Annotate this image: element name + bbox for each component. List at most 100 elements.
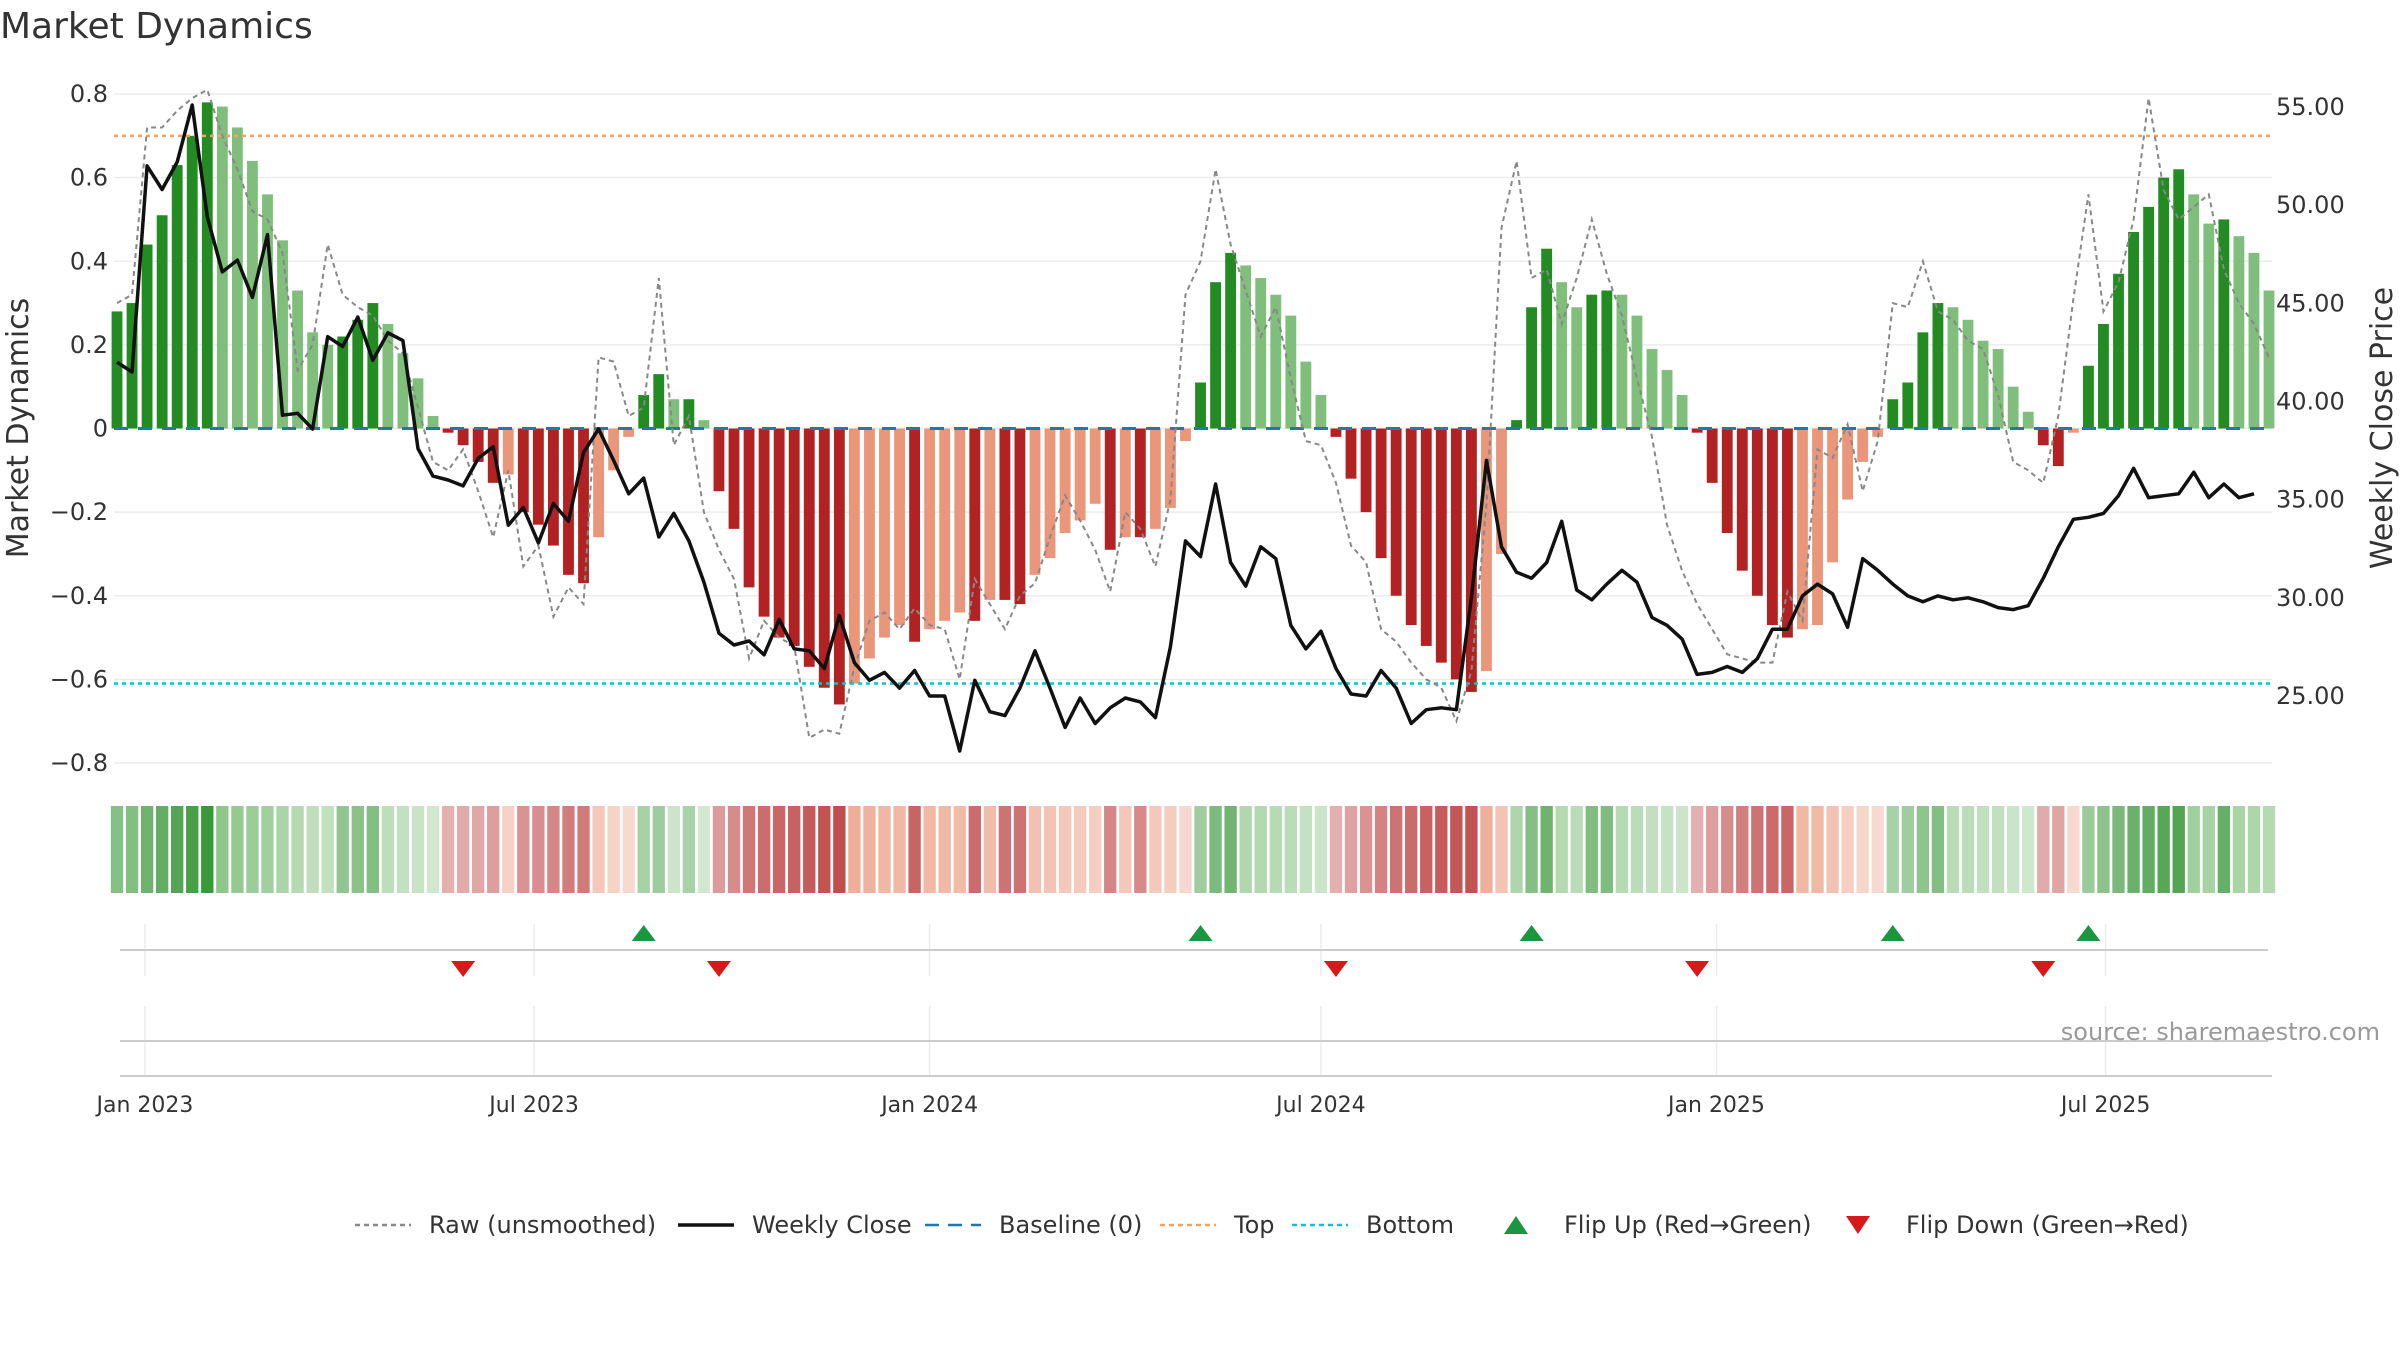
regime-strip-cell <box>1615 806 1629 893</box>
dynamics-bar <box>2203 223 2215 429</box>
dynamics-bar <box>277 240 288 429</box>
regime-strip-cell <box>1495 806 1508 893</box>
regime-strip-cell <box>667 806 680 893</box>
legend-item: Raw (unsmoothed) <box>355 1211 656 1239</box>
flip-up-marker <box>1519 925 1544 941</box>
regime-strip-cell <box>1058 806 1072 893</box>
regime-strip-cell <box>1811 806 1824 893</box>
regime-strip-cell <box>1314 806 1328 893</box>
y2-tick-label: 55.00 <box>2276 93 2345 121</box>
regime-strip-cell <box>1645 806 1659 893</box>
dynamics-bar <box>1270 294 1282 429</box>
regime-strip-cell <box>652 806 665 893</box>
dynamics-bar <box>1797 428 1808 630</box>
flip-up-marker <box>2076 925 2101 941</box>
regime-strip-cell <box>1585 806 1598 893</box>
date-tick-label: Jul 2024 <box>1274 1093 1366 1118</box>
regime-strip-cell <box>2082 806 2095 893</box>
dynamics-bar <box>2113 273 2124 429</box>
dynamics-bar <box>1390 428 1402 596</box>
dynamics-bar <box>743 428 755 588</box>
dynamics-bar <box>1526 307 1538 429</box>
dynamics-bar <box>2128 231 2139 429</box>
regime-strip-cell <box>1946 806 1960 893</box>
dynamics-bar <box>939 428 951 621</box>
regime-strip-cell <box>1435 806 1448 893</box>
regime-strip-cell <box>2037 806 2050 893</box>
regime-strip-cell <box>1239 806 1252 893</box>
regime-strip-cell <box>788 806 801 893</box>
dynamics-bar <box>1541 248 1553 429</box>
dynamics-bar <box>532 428 544 525</box>
y2-tick-label: 40.00 <box>2276 388 2345 416</box>
y2-tick-label: 45.00 <box>2276 289 2345 317</box>
regime-strip-cell <box>697 806 711 893</box>
regime-strip-cell <box>577 806 590 893</box>
series-lines <box>116 88 2270 753</box>
dynamics-bar <box>2082 365 2094 429</box>
dynamics-bar <box>1465 428 1477 692</box>
dynamics-bar <box>1089 428 1101 504</box>
y-tick-label: −0.4 <box>50 582 108 610</box>
dynamics-bar <box>1300 361 1312 429</box>
y2-tick-label: 25.00 <box>2276 682 2345 710</box>
dynamics-bar <box>111 311 123 429</box>
dynamics-bar <box>1736 428 1748 571</box>
regime-strip-cell <box>1043 806 1057 893</box>
dynamics-bar <box>1285 315 1297 429</box>
regime-strip-cell <box>637 806 650 893</box>
regime-strip-cell <box>201 806 214 893</box>
flip-up-marker <box>1880 925 1905 941</box>
legend-item: Top <box>1160 1211 1275 1239</box>
regime-strip-cell <box>1344 806 1358 893</box>
regime-strip-cell <box>1420 806 1433 893</box>
dynamics-bar <box>833 428 845 705</box>
regime-strip-cell <box>1736 806 1749 893</box>
dynamics-bar <box>1104 428 1116 550</box>
dynamics-bar <box>2037 428 2049 446</box>
regime-strip-cell <box>517 806 530 893</box>
dynamics-bar <box>894 428 905 626</box>
regime-strip-cell <box>1630 806 1644 893</box>
legend-item: Bottom <box>1292 1211 1454 1239</box>
regime-strip-cell <box>1886 806 1899 893</box>
regime-strip-cell <box>1871 806 1884 893</box>
dynamics-bar <box>2143 206 2155 429</box>
dynamics-bar <box>1751 428 1763 596</box>
regime-strip-cell <box>607 806 620 893</box>
legend-item: Baseline (0) <box>925 1211 1142 1239</box>
dynamics-bar <box>2158 177 2170 429</box>
regime-strip-cell <box>186 806 199 893</box>
source-label: source: sharemaestro.com <box>2061 1018 2380 1046</box>
dynamics-bar <box>1255 277 1267 429</box>
legend-label: Flip Down (Green→Red) <box>1906 1211 2189 1239</box>
legend-label: Baseline (0) <box>999 1211 1142 1239</box>
regime-strip-cell <box>2232 806 2246 893</box>
dynamics-bar <box>638 395 650 429</box>
regime-strip-cell <box>140 806 154 893</box>
dynamics-bar <box>1721 428 1733 534</box>
regime-strip-cell <box>1570 806 1583 893</box>
regime-strip-cell <box>848 806 861 893</box>
regime-strip-cell <box>396 806 410 893</box>
regime-strip-cell <box>1224 806 1237 893</box>
legend: Raw (unsmoothed) Weekly Close Baseline (0)… <box>355 1211 2189 1239</box>
dynamics-bar <box>1842 428 1854 500</box>
regime-strip-cell <box>2127 806 2140 893</box>
y-tick-label: −0.8 <box>50 749 108 777</box>
regime-strip-cell <box>1209 806 1222 893</box>
regime-strip-cell <box>1329 806 1343 893</box>
regime-strip-cell <box>456 806 470 893</box>
dynamics-bar <box>593 428 604 538</box>
regime-strip-cell <box>592 806 605 893</box>
dynamics-bar <box>1420 428 1432 646</box>
dynamics-bar <box>1330 428 1342 437</box>
dynamics-bar <box>1691 428 1703 433</box>
regime-strip-cell <box>1781 806 1794 893</box>
regime-strip-cell <box>155 806 169 893</box>
dynamics-bar <box>773 428 785 638</box>
dynamics-bar <box>457 428 469 446</box>
regime-strip-cell <box>682 806 696 893</box>
regime-strip-cell <box>1525 806 1538 893</box>
dynamics-bar <box>2248 252 2260 429</box>
